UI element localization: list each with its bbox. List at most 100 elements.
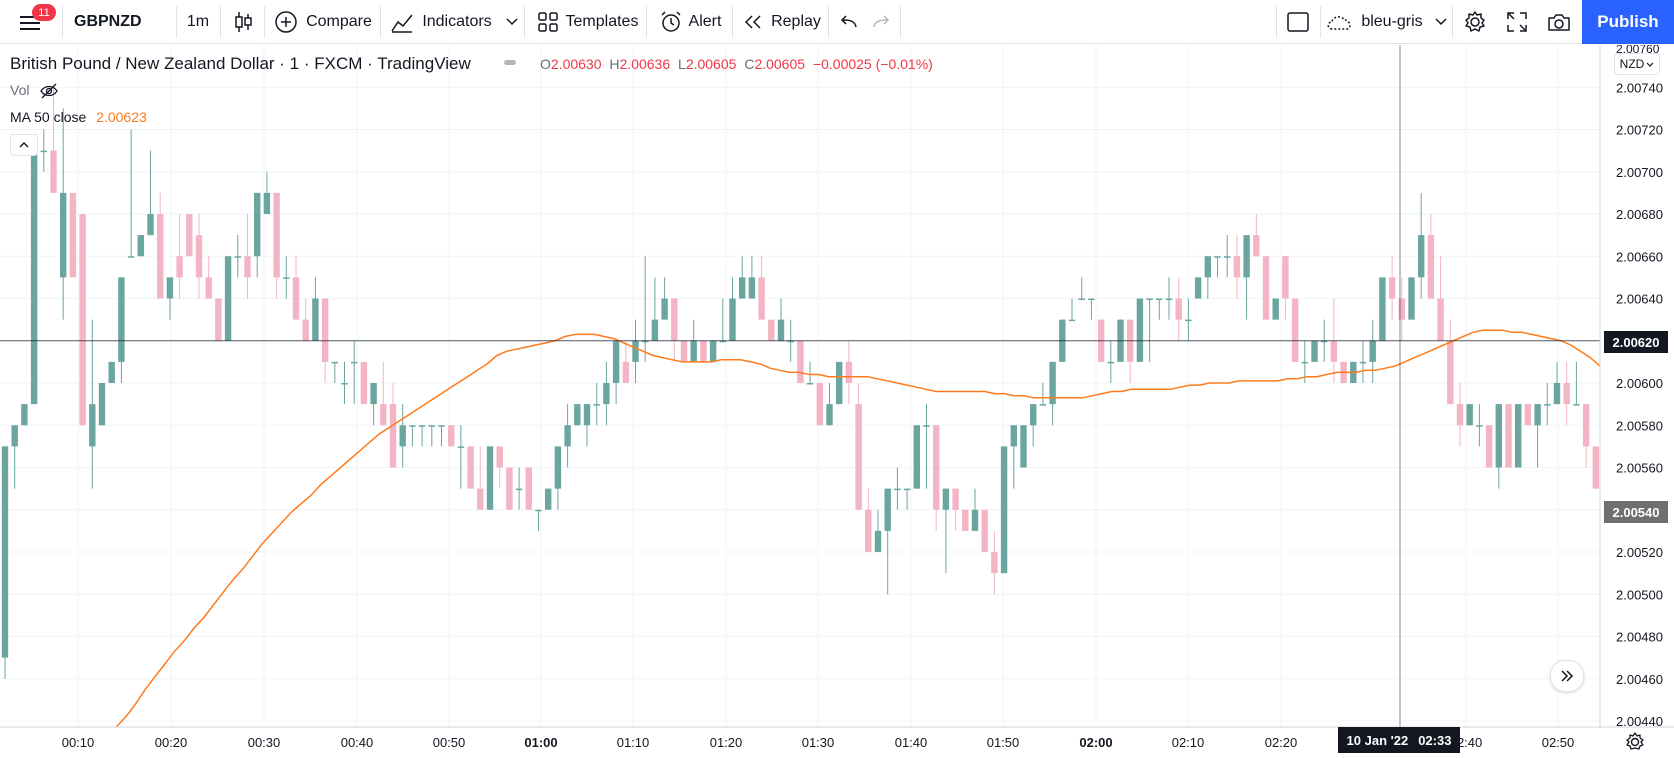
eye-crossed-icon[interactable] — [39, 83, 59, 99]
candle-body — [1175, 298, 1182, 320]
candle-body — [1321, 340, 1328, 343]
candle-body — [1146, 298, 1153, 300]
candle-body — [1534, 404, 1541, 426]
close-label: C — [744, 56, 755, 72]
candle — [176, 214, 183, 299]
candle-body — [186, 214, 193, 257]
candle-body — [981, 509, 988, 552]
redo-icon — [873, 15, 890, 28]
price-tick-label: 2.00580 — [1616, 418, 1663, 433]
candle — [1359, 340, 1367, 383]
chart-type-button[interactable] — [222, 0, 264, 44]
volume-legend[interactable]: Vol — [10, 82, 59, 99]
candle — [1068, 298, 1076, 322]
candle-body — [351, 361, 358, 364]
last-price-label: 2.00540 — [1604, 501, 1668, 523]
candle — [612, 340, 620, 405]
collapse-legend-button[interactable] — [10, 134, 38, 156]
grid-icon — [537, 12, 558, 32]
templates-button[interactable]: Templates — [530, 0, 646, 44]
fullscreen-toggle-button[interactable] — [1278, 0, 1318, 44]
legend-visibility-toggle[interactable] — [502, 55, 518, 72]
candle-body — [651, 319, 659, 341]
compare-button[interactable]: Compare — [270, 0, 376, 44]
candle — [894, 467, 901, 510]
time-tick-label: 01:50 — [987, 735, 1020, 750]
candle-body — [1330, 340, 1338, 362]
candle — [273, 192, 280, 299]
publish-button[interactable]: Publish — [1582, 0, 1674, 44]
candle — [89, 319, 96, 489]
candle — [399, 404, 406, 468]
settings-button[interactable] — [1454, 0, 1496, 44]
candle-body — [254, 192, 261, 257]
candle-body — [865, 509, 872, 552]
candle — [1204, 256, 1211, 299]
scale-settings-button[interactable] — [1624, 731, 1646, 758]
compare-label: Compare — [306, 13, 372, 30]
candle-body — [147, 214, 154, 236]
candle-body — [690, 340, 697, 362]
candle-body — [1466, 404, 1473, 426]
alert-button[interactable]: Alert — [652, 0, 728, 44]
price-tick-label: 2.00740 — [1616, 80, 1663, 95]
candle — [1311, 340, 1318, 362]
candle — [11, 425, 18, 489]
candle — [137, 235, 144, 257]
candle-body — [399, 425, 406, 447]
candle-body — [21, 404, 28, 426]
chevron-down-icon — [506, 18, 518, 26]
candle — [1146, 298, 1153, 362]
candle-body — [448, 425, 455, 447]
candle-body — [1311, 340, 1318, 362]
candle — [1485, 425, 1493, 468]
candle-body — [709, 340, 717, 362]
candle-body — [205, 277, 212, 299]
candle — [166, 277, 174, 320]
scroll-to-realtime-button[interactable] — [1550, 660, 1584, 692]
candle-body — [1544, 404, 1551, 406]
price-tick-label: 2.00520 — [1616, 545, 1663, 560]
candle — [1136, 298, 1144, 362]
candle-body — [108, 361, 115, 383]
candle-body — [903, 488, 911, 491]
currency-selector[interactable]: NZD — [1614, 53, 1660, 75]
ma-legend[interactable]: MA 50 close 2.00623 — [10, 109, 147, 125]
candle-body — [1233, 256, 1241, 278]
fullscreen-button[interactable] — [1496, 0, 1538, 44]
candle — [1418, 192, 1425, 299]
interval-button[interactable]: 1m — [186, 13, 210, 30]
layout-name-button[interactable]: bleu-gris — [1322, 0, 1450, 44]
time-tick-label: 00:40 — [341, 735, 374, 750]
candle-body — [826, 404, 833, 426]
snapshot-button[interactable] — [1538, 0, 1580, 44]
candle — [651, 277, 659, 341]
candle — [50, 87, 57, 193]
open-label: O — [540, 56, 551, 72]
replay-button[interactable]: Replay — [738, 0, 826, 44]
candle-body — [1000, 446, 1008, 574]
candle-body — [157, 214, 164, 299]
price-tick-label: 2.00660 — [1616, 249, 1663, 264]
candle-body — [1398, 298, 1405, 320]
candle-body — [797, 340, 804, 383]
candle — [593, 383, 600, 426]
symbol-title[interactable]: British Pound / New Zealand Dollar · 1 ·… — [10, 54, 471, 73]
close-value: 2.00605 — [754, 56, 806, 72]
candle — [448, 425, 455, 447]
camera-icon — [1548, 14, 1570, 31]
candle — [1233, 235, 1241, 299]
main-menu-button[interactable] — [8, 0, 52, 44]
candle — [302, 298, 309, 341]
redo-button[interactable] — [866, 0, 896, 44]
undo-button[interactable] — [834, 0, 864, 44]
candle-body — [195, 235, 203, 278]
candle-body — [224, 256, 232, 341]
time-tick-label: 00:50 — [433, 735, 466, 750]
symbol-search-button[interactable]: GBPNZD — [74, 13, 142, 30]
candle — [942, 488, 950, 574]
indicators-button[interactable]: Indicators — [384, 0, 498, 44]
price-chart[interactable]: 2.00440 2.00460 2.00480 2.00500 2.00520 2.005… — [0, 45, 1674, 756]
candle — [1253, 214, 1260, 257]
indicators-dropdown-button[interactable] — [500, 0, 524, 44]
